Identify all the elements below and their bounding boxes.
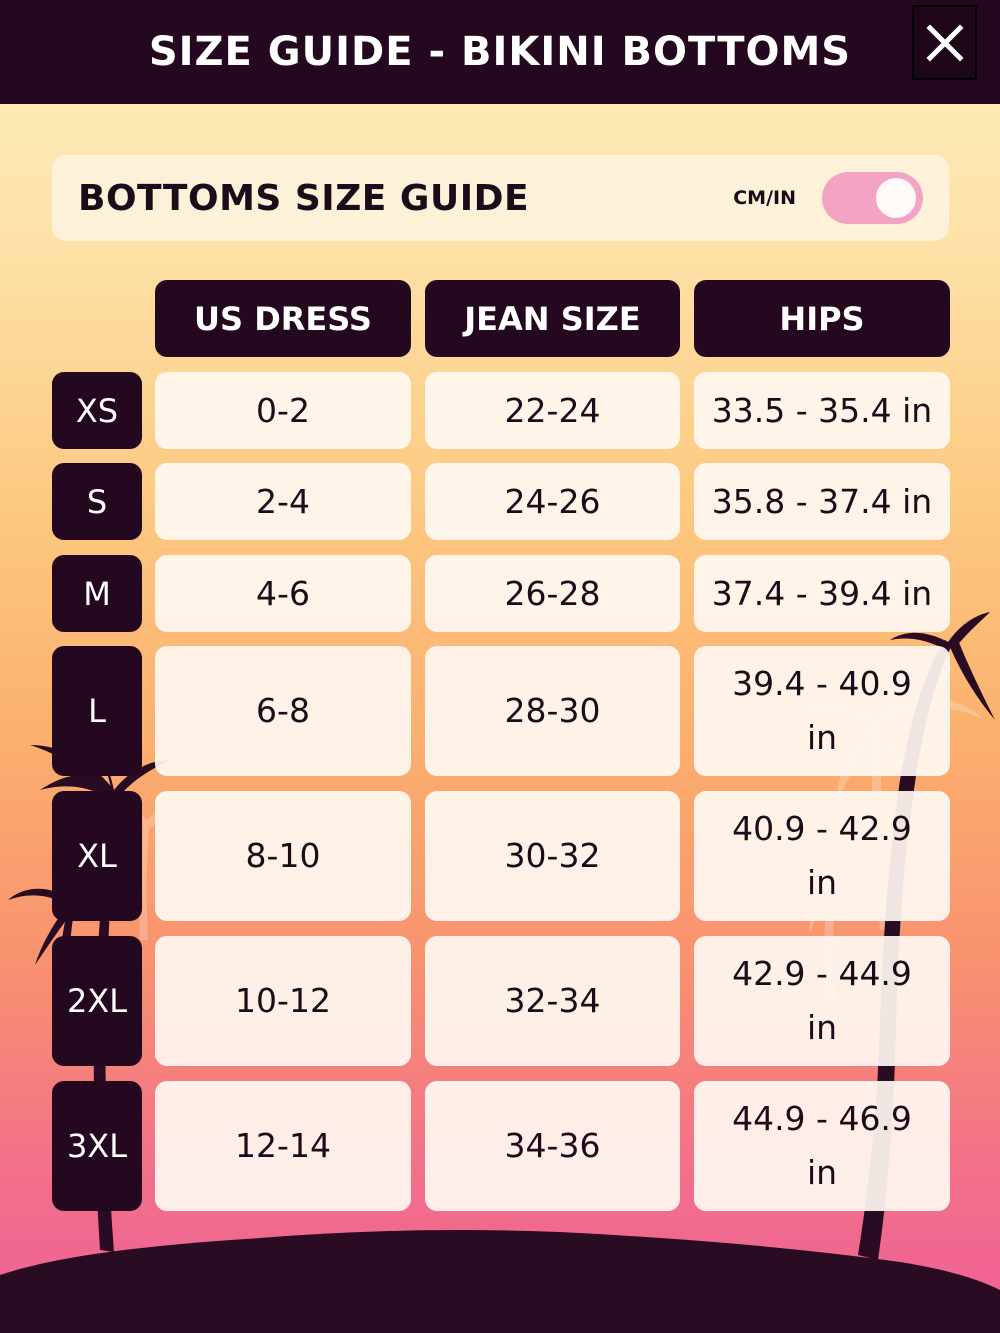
column-header-us-dress: US DRESS [155,280,411,357]
column-header-jean-size: JEAN SIZE [425,280,680,357]
us-dress-cell: 12-14 [155,1081,411,1211]
jean-size-cell: 26-28 [425,555,680,632]
size-label-2xl: 2XL [52,936,142,1066]
us-dress-cell: 6-8 [155,646,411,776]
panel-title: BOTTOMS SIZE GUIDE [78,177,530,219]
jean-size-cell: 32-34 [425,936,680,1066]
us-dress-cell: 0-2 [155,372,411,449]
size-label-m: M [52,555,142,632]
us-dress-cell: 8-10 [155,791,411,921]
modal-title: SIZE GUIDE - BIKINI BOTTOMS [148,29,852,75]
toggle-knob [876,178,916,218]
column-header-hips: HIPS [694,280,950,357]
size-label-3xl: 3XL [52,1081,142,1211]
close-icon [925,23,964,62]
size-label-l: L [52,646,142,776]
hips-cell: 33.5 - 35.4 in [694,372,950,449]
us-dress-cell: 4-6 [155,555,411,632]
size-label-s: S [52,463,142,540]
hips-cell: 39.4 - 40.9 in [694,646,950,776]
hips-cell: 37.4 - 39.4 in [694,555,950,632]
jean-size-cell: 34-36 [425,1081,680,1211]
us-dress-cell: 10-12 [155,936,411,1066]
unit-toggle[interactable] [822,172,923,224]
jean-size-cell: 30-32 [425,791,680,921]
hips-cell: 44.9 - 46.9 in [694,1081,950,1211]
size-guide-panel-header: BOTTOMS SIZE GUIDE CM/IN [52,155,949,241]
hips-cell: 42.9 - 44.9 in [694,936,950,1066]
modal-header: SIZE GUIDE - BIKINI BOTTOMS [0,0,1000,104]
size-label-xl: XL [52,791,142,921]
hips-cell: 35.8 - 37.4 in [694,463,950,540]
hips-cell: 40.9 - 42.9 in [694,791,950,921]
us-dress-cell: 2-4 [155,463,411,540]
size-label-xs: XS [52,372,142,449]
jean-size-cell: 28-30 [425,646,680,776]
close-button[interactable] [912,5,977,80]
jean-size-cell: 22-24 [425,372,680,449]
jean-size-cell: 24-26 [425,463,680,540]
unit-toggle-label: CM/IN [733,187,796,209]
